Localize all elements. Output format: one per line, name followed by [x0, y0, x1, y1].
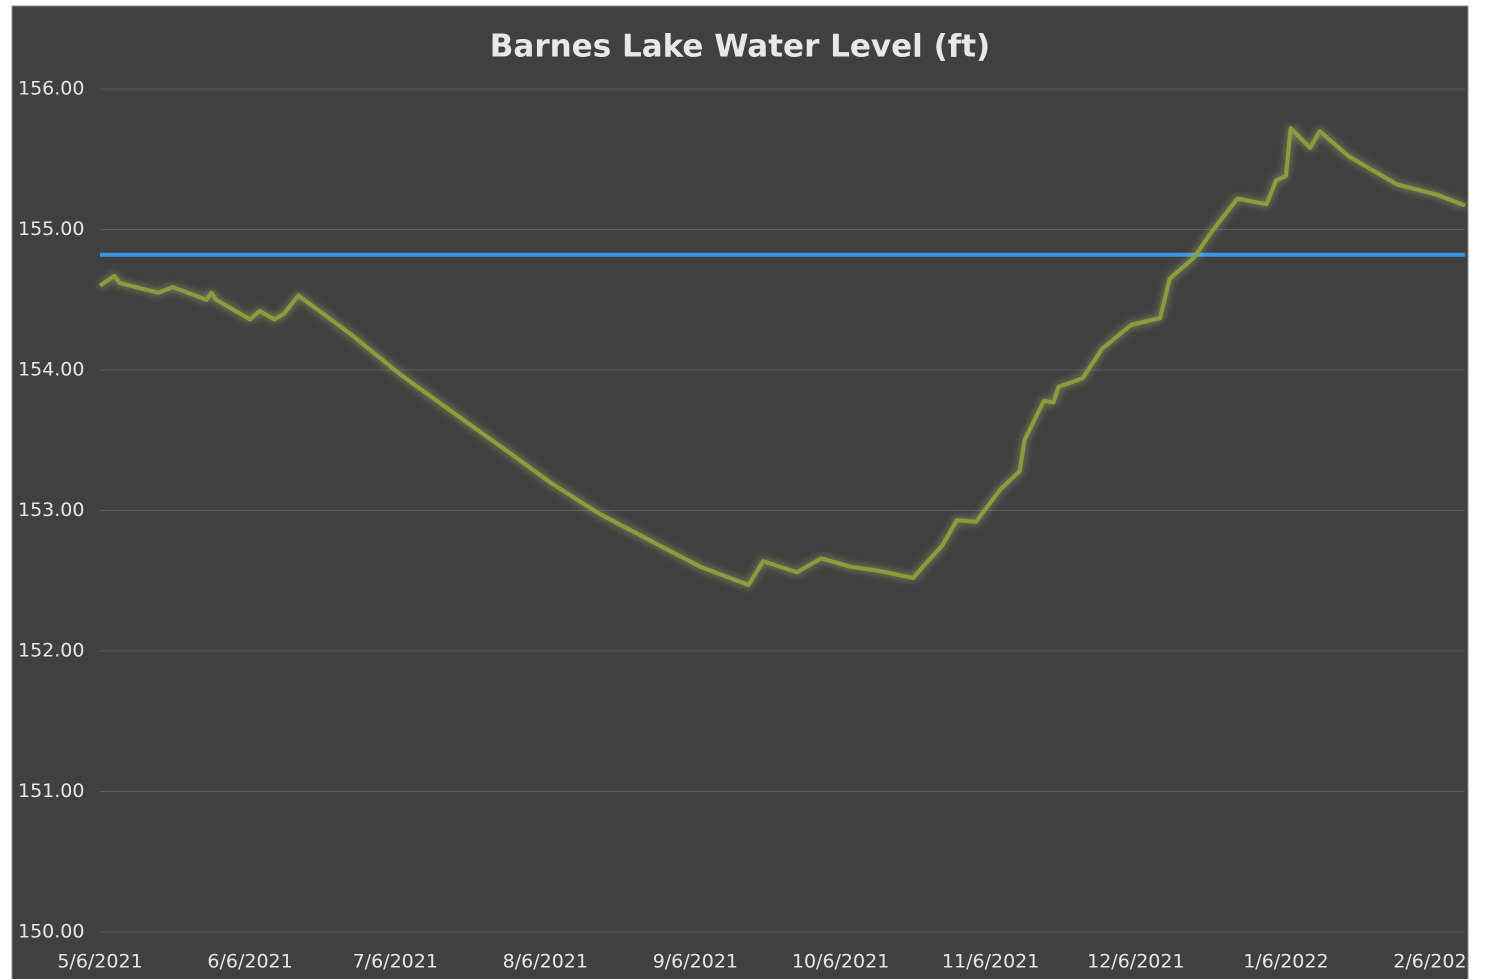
x-tick-label: 6/6/2021	[207, 951, 292, 973]
plot-area: 150.00 151.00 152.00 153.00 154.00 155.00 156.…	[18, 78, 1478, 973]
y-tick-label: 151.00	[18, 780, 84, 802]
x-tick-label: 5/6/2021	[57, 951, 142, 973]
y-tick-label: 155.00	[18, 218, 84, 240]
x-tick-label: 1/6/2022	[1243, 951, 1328, 973]
x-tick-label: 11/6/2021	[942, 951, 1039, 973]
y-tick-label: 150.00	[18, 921, 84, 943]
x-tick-label: 9/6/2021	[653, 951, 738, 973]
x-tick-label: 8/6/2021	[503, 951, 588, 973]
y-tick-label: 152.00	[18, 640, 84, 662]
y-tick-label: 153.00	[18, 499, 84, 521]
x-tick-label: 7/6/2021	[353, 951, 438, 973]
x-tick-label: 2/6/2022	[1393, 951, 1478, 973]
chart-title: Barnes Lake Water Level (ft)	[490, 29, 990, 65]
x-tick-label: 12/6/2021	[1087, 951, 1184, 973]
y-tick-label: 154.00	[18, 359, 84, 381]
chart-background	[11, 5, 1469, 979]
x-tick-label: 10/6/2021	[792, 951, 889, 973]
y-tick-label: 156.00	[18, 78, 84, 100]
series-line	[98, 126, 1466, 587]
